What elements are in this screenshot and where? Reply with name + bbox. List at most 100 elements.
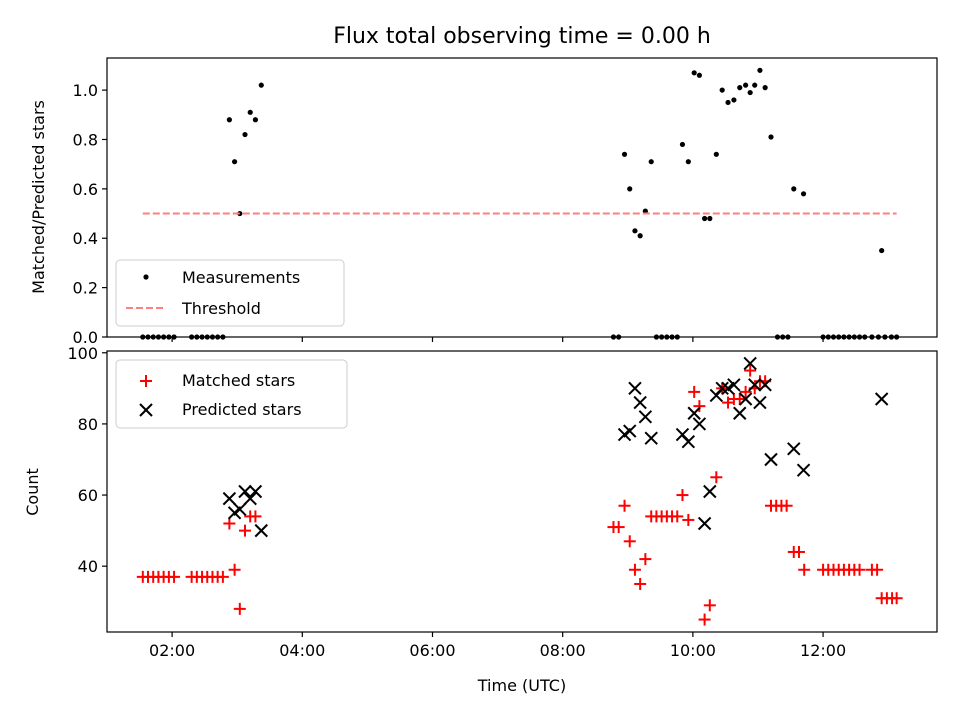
measurements-point [737, 85, 743, 91]
x-axis-label: Time (UTC) [477, 676, 566, 695]
measurements-point [879, 247, 885, 254]
measurements-point [725, 99, 731, 106]
matched-stars-point [798, 563, 811, 576]
bottom-plot-area [136, 356, 903, 626]
matched-stars-point [682, 513, 695, 526]
measurements-point [696, 72, 702, 78]
measurements-point [762, 85, 768, 91]
matched-stars-point [168, 570, 181, 583]
matched-stars-point [703, 599, 716, 612]
measurements-point [752, 82, 758, 88]
measurements-point [743, 82, 749, 88]
matched-stars-point [792, 545, 805, 558]
legend-measurements-label: Measurements [182, 268, 300, 287]
matched-stars-point [744, 364, 757, 377]
predicted-stars-point [638, 410, 653, 424]
matched-stars-point [239, 524, 252, 537]
matched-stars-point [871, 563, 884, 576]
matched-stars-point [671, 510, 684, 523]
chart-title: Flux total observing time = 0.00 h [333, 24, 711, 49]
matched-stars-point [639, 553, 652, 566]
top-panel: 0.0 0.2 0.4 0.6 0.8 1.0 Matched/Predicted sta… [29, 57, 938, 347]
x-tick-label: 06:00 [409, 641, 455, 660]
x-tick-label: 04:00 [279, 641, 325, 660]
predicted-stars-point [721, 381, 735, 396]
measurements-point [226, 117, 232, 123]
top-x-ticks [171, 337, 824, 342]
matched-stars-point [710, 471, 723, 484]
measurements-point [747, 89, 753, 96]
matched-stars-point [216, 570, 229, 583]
legend-threshold-label: Threshold [181, 299, 261, 318]
y-tick-label: 0.4 [73, 229, 98, 248]
matched-stars-point [249, 510, 262, 523]
predicted-stars-point [753, 395, 767, 410]
predicted-stars-point [743, 356, 757, 371]
y-tick-label: 40 [78, 557, 98, 576]
bottom-legend: Matched stars Predicted stars [115, 359, 348, 429]
matched-stars-point [890, 592, 903, 605]
matched-stars-point [780, 499, 793, 512]
predicted-stars-point [764, 452, 778, 467]
matched-stars-point [228, 563, 241, 576]
legend-predicted-label: Predicted stars [182, 400, 302, 419]
top-plot-area [140, 67, 900, 340]
bottom-axes-frame [106, 350, 938, 633]
y-tick-label: 0.6 [73, 180, 98, 199]
predicted-stars-point [733, 406, 747, 420]
y-tick-label: 0.8 [73, 130, 98, 149]
top-axes-frame [106, 57, 938, 338]
y-tick-label: 60 [78, 486, 98, 505]
predicted-stars-point [787, 442, 801, 456]
predicted-stars-point [681, 434, 696, 449]
y-tick-label: 0.0 [73, 328, 98, 347]
measurements-point [757, 67, 763, 73]
measurements-point [231, 159, 238, 165]
predicted-stars-point [703, 484, 717, 499]
legend-predicted-marker [139, 403, 153, 417]
measurements-point [691, 70, 697, 76]
bottom-x-ticks: 02:00 04:00 06:00 08:00 10:00 12:00 [149, 632, 846, 660]
measurements-point [258, 82, 264, 88]
predicted-stars-point [633, 395, 647, 410]
y-tick-label: 0.2 [73, 279, 98, 298]
matched-stars-point [693, 400, 706, 413]
measurements-point [632, 228, 638, 234]
predicted-stars-point [758, 378, 772, 392]
measurements-point [642, 208, 648, 214]
top-legend: Measurements Threshold [115, 259, 345, 327]
measurements-point [768, 134, 774, 140]
measurements-point [707, 215, 713, 222]
predicted-stars-point [738, 392, 753, 406]
matched-stars-point [612, 521, 625, 534]
legend-matched-label: Matched stars [182, 371, 295, 390]
bottom-panel: 40 60 80 100 02:00 04:00 06:00 08:00 10:00 12:00… [23, 344, 938, 695]
measurements-point [247, 109, 253, 115]
legend-measurements-marker [143, 274, 149, 280]
measurements-point [731, 97, 737, 103]
bottom-y-axis-label: Count [23, 468, 42, 516]
measurements-point [679, 141, 686, 148]
matched-stars-point [223, 517, 236, 530]
y-tick-label: 80 [78, 415, 98, 434]
predicted-stars-point [727, 378, 741, 392]
predicted-stars-point [874, 392, 889, 406]
top-y-ticks: 0.0 0.2 0.4 0.6 0.8 1.0 [73, 81, 107, 347]
y-tick-label: 100 [67, 344, 98, 363]
measurements-point [719, 87, 725, 93]
matched-stars-point [733, 393, 746, 406]
predicted-stars-point [715, 381, 729, 396]
matched-stars-point [698, 613, 711, 626]
predicted-stars-point [248, 484, 263, 499]
bottom-y-ticks: 40 60 80 100 [67, 344, 107, 576]
matched-stars-point [676, 489, 689, 502]
matched-stars-point [739, 385, 752, 398]
measurements-point [621, 151, 628, 157]
matched-stars-point [233, 602, 246, 615]
measurements-point [648, 159, 654, 165]
measurements-point [252, 117, 259, 123]
matched-stars-point [623, 535, 636, 548]
predicted-stars-point [697, 516, 712, 531]
predicted-stars-point [748, 378, 762, 392]
